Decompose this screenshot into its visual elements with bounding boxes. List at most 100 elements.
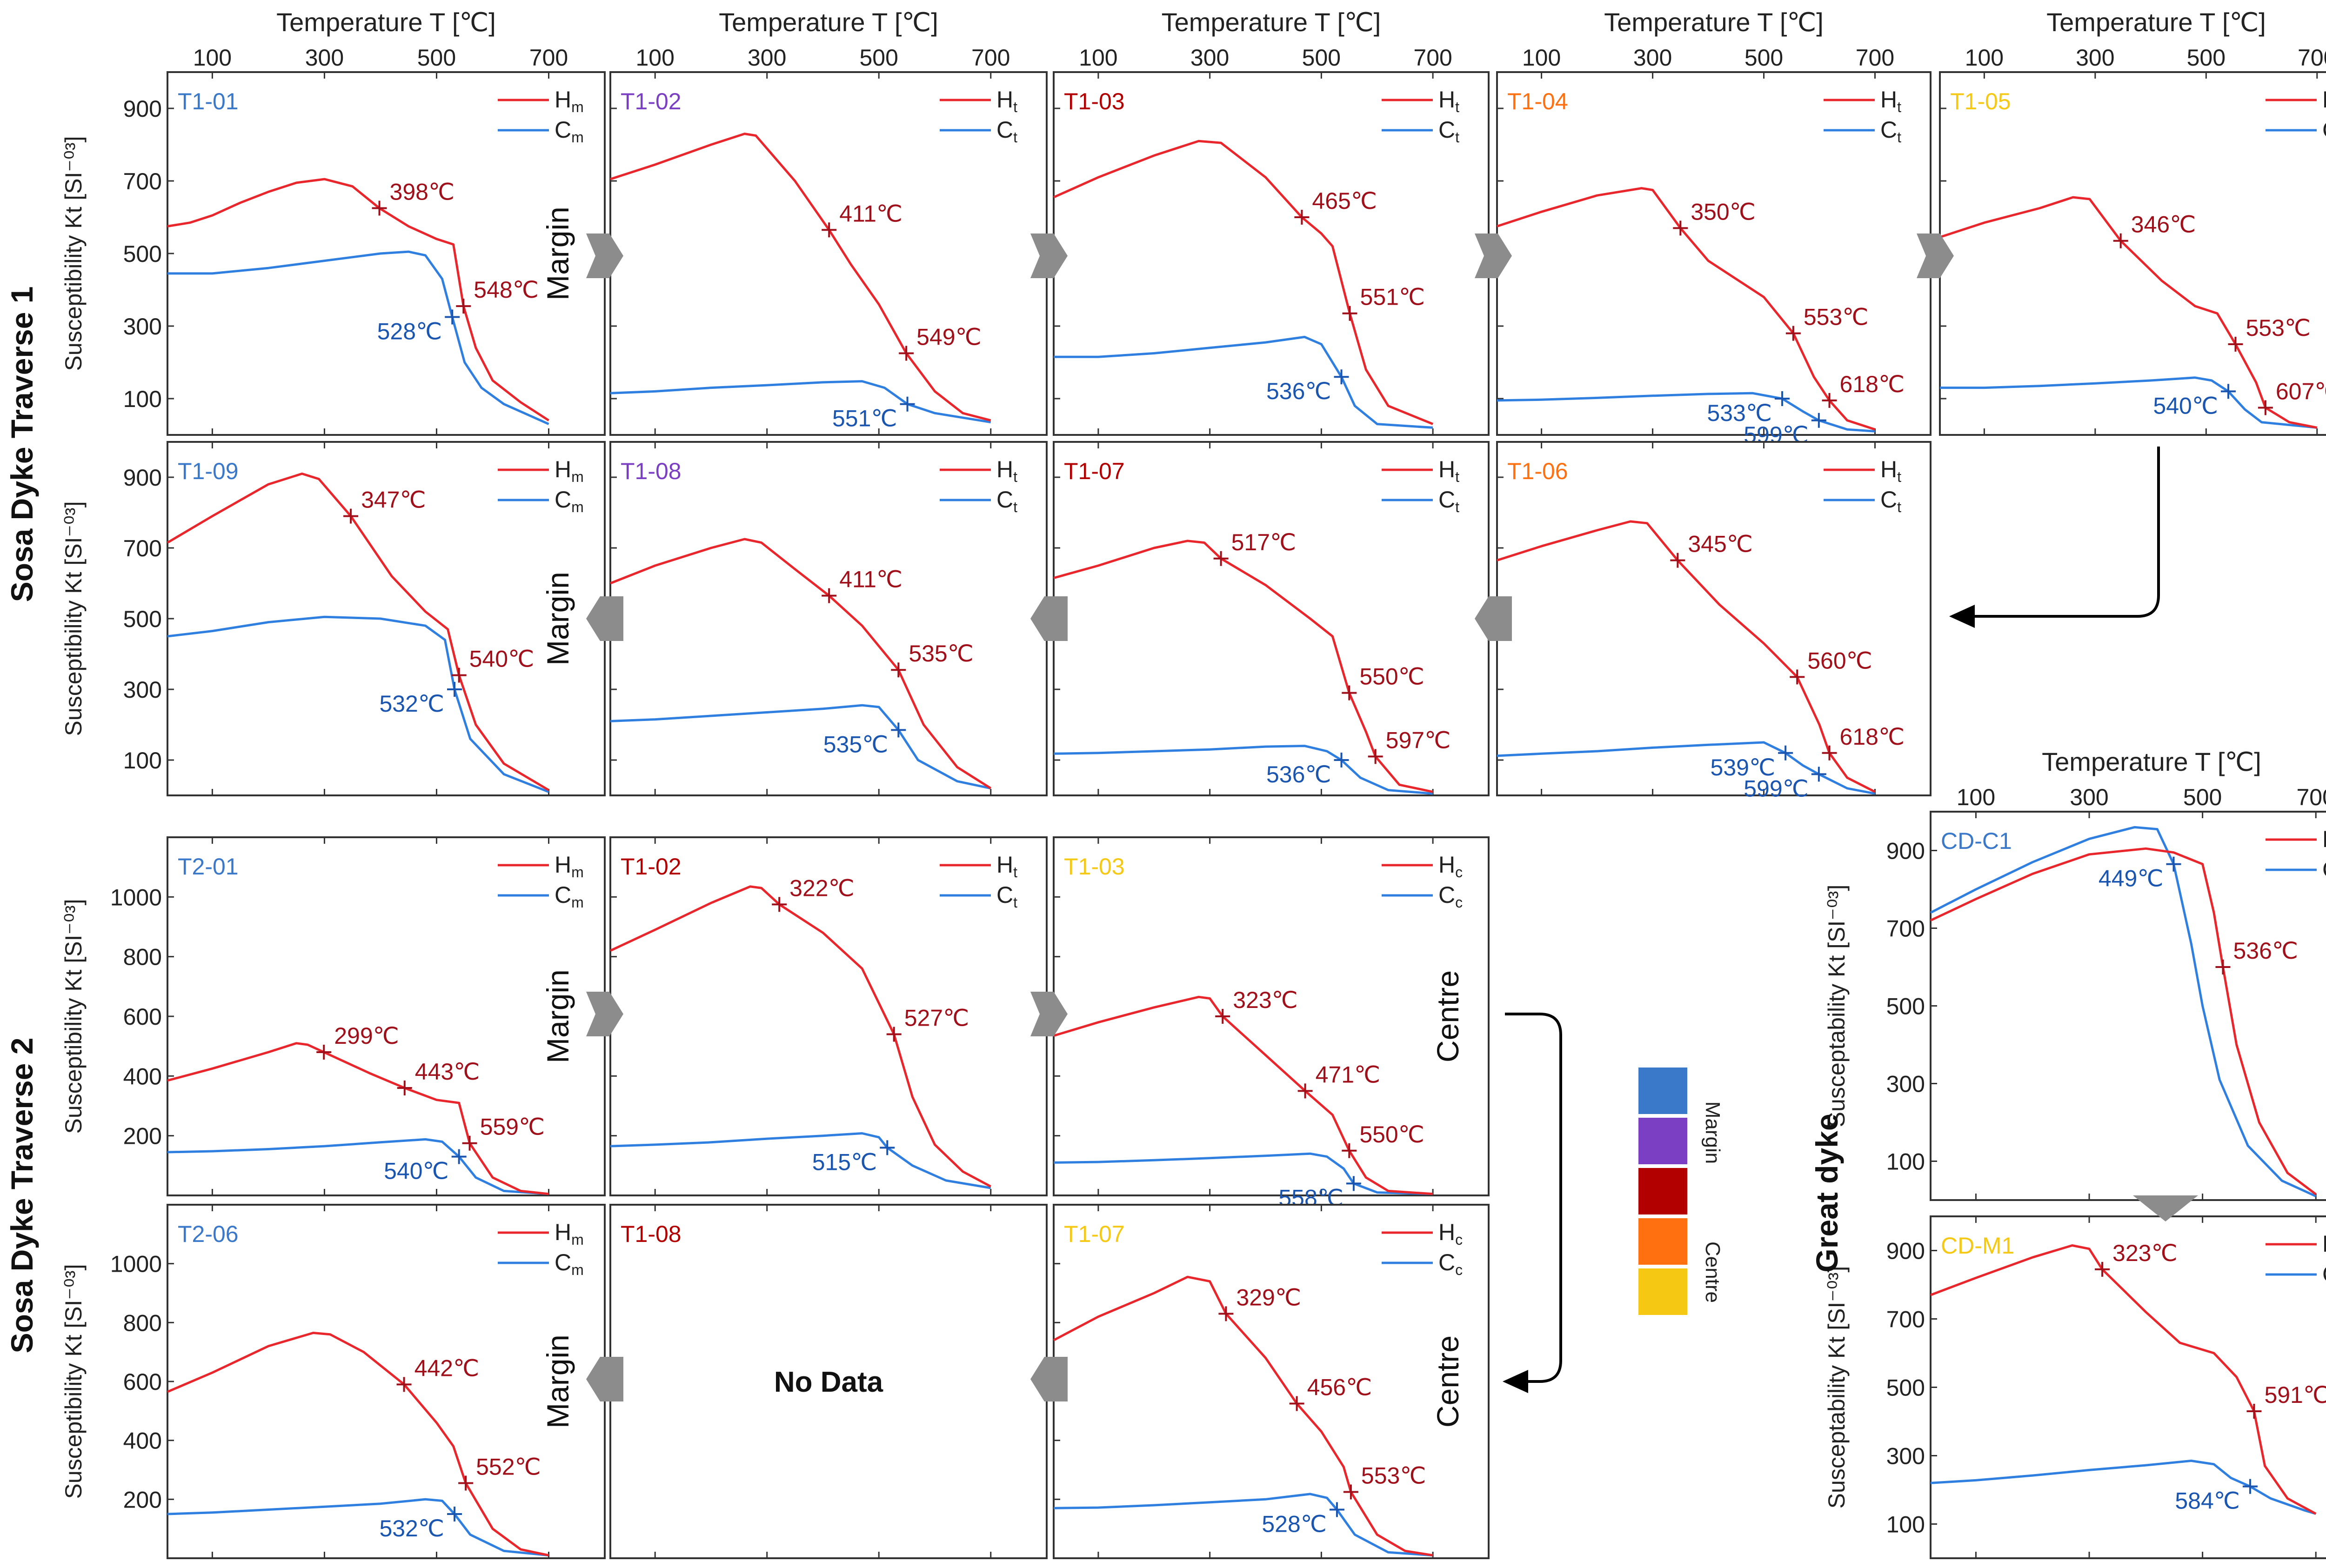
transition-label: 515℃ bbox=[812, 1149, 877, 1175]
legend-subscript: t bbox=[1455, 499, 1459, 515]
y-tick-label: 400 bbox=[123, 1063, 162, 1089]
flow-arrow-right-icon bbox=[1917, 234, 1954, 278]
transition-marker bbox=[1289, 1396, 1304, 1411]
transition-label: 532℃ bbox=[379, 691, 444, 717]
heating-curve bbox=[1053, 540, 1433, 793]
legend-subscript: c bbox=[1455, 1231, 1463, 1248]
transition-label: 528℃ bbox=[1262, 1511, 1327, 1537]
transition-label: 465℃ bbox=[1312, 188, 1377, 214]
transition-label: 329℃ bbox=[1236, 1284, 1301, 1310]
heating-curve bbox=[1053, 1275, 1433, 1557]
transition-marker bbox=[2221, 384, 2236, 399]
row-label-great-dyke: Great dyke bbox=[1810, 1114, 1844, 1272]
transition-marker bbox=[316, 1045, 332, 1060]
y-tick-label: 900 bbox=[123, 96, 162, 122]
transition-marker bbox=[772, 897, 787, 912]
legend-heating-label: Hm bbox=[2322, 826, 2326, 855]
heating-curve bbox=[1939, 196, 2318, 429]
transition-marker bbox=[2242, 1479, 2258, 1494]
x-tick-label: 100 bbox=[1957, 784, 1995, 810]
y-tick-label: 700 bbox=[1886, 1307, 1925, 1333]
cooling-curve bbox=[1054, 335, 1433, 429]
y-axis-title: Susceptibility Kt [SI⁻⁰³] bbox=[60, 501, 87, 736]
panel-t1-09: 100 300 500 700 900 Susceptibility Kt [SI⁻⁰³]… bbox=[60, 441, 606, 796]
legend-swatch bbox=[1638, 1068, 1687, 1114]
arrowhead-left-icon bbox=[1503, 1370, 1528, 1393]
y-tick-label: 100 bbox=[1886, 1149, 1925, 1175]
legend-subscript: m bbox=[571, 468, 584, 485]
x-tick-label: 700 bbox=[1413, 45, 1452, 71]
legend-swatch bbox=[1638, 1168, 1687, 1214]
cooling-curve bbox=[610, 1132, 991, 1189]
panel-id: T1-03 bbox=[1064, 88, 1125, 114]
transition-marker bbox=[2113, 233, 2128, 248]
x-tick-label: 500 bbox=[1744, 45, 1783, 71]
transition-marker bbox=[445, 309, 460, 325]
legend-subscript: t bbox=[1013, 129, 1017, 146]
side-label-margin: Margin bbox=[2324, 958, 2326, 1052]
y-tick-label: 300 bbox=[123, 677, 162, 703]
transition-label: 536℃ bbox=[1266, 378, 1331, 404]
panel-id: T1-08 bbox=[621, 458, 682, 484]
transition-marker bbox=[1368, 749, 1383, 764]
transition-label: 449℃ bbox=[2099, 866, 2164, 892]
legend-swatch bbox=[1638, 1118, 1687, 1164]
transition-marker bbox=[372, 200, 387, 216]
row-label-traverse-1: Sosa Dyke Traverse 1 bbox=[5, 287, 39, 602]
y-tick-label: 500 bbox=[1886, 994, 1925, 1020]
y-axis-title: Susceptibility Kt [SI⁻⁰³] bbox=[60, 136, 87, 371]
transition-label: 591℃ bbox=[2264, 1382, 2326, 1408]
panel-id: T2-06 bbox=[178, 1221, 239, 1247]
transition-label: 299℃ bbox=[334, 1023, 399, 1049]
panel-t1-08: T1-08 No Data bbox=[609, 1204, 1048, 1559]
x-tick-label: 700 bbox=[1856, 45, 1894, 71]
y-tick-label: 600 bbox=[123, 1004, 162, 1030]
legend-subscript: c bbox=[1455, 894, 1463, 911]
y-tick-label: 100 bbox=[1886, 1512, 1925, 1538]
transition-marker bbox=[1670, 553, 1685, 568]
transition-label: 536℃ bbox=[1266, 761, 1331, 787]
cooling-curve bbox=[167, 1138, 549, 1195]
flow-arrow-right-icon bbox=[1475, 234, 1512, 278]
transition-marker bbox=[451, 1149, 467, 1164]
x-tick-label: 300 bbox=[2070, 784, 2108, 810]
transition-label: 551℃ bbox=[832, 406, 897, 432]
transition-label: 560℃ bbox=[1807, 647, 1872, 674]
flow-bracket-arrow bbox=[1968, 447, 2160, 618]
y-tick-label: 700 bbox=[1886, 916, 1925, 942]
transition-marker bbox=[2258, 400, 2273, 415]
x-tick-label: 100 bbox=[1965, 45, 2004, 71]
transition-label: 322℃ bbox=[789, 875, 855, 901]
legend-subscript: m bbox=[571, 129, 584, 146]
y-tick-label: 200 bbox=[123, 1123, 162, 1149]
legend-subscript: t bbox=[1013, 499, 1017, 515]
transition-marker bbox=[343, 508, 359, 524]
transition-marker bbox=[900, 396, 915, 412]
legend-cooling-label: Cc bbox=[1438, 1249, 1463, 1278]
flow-arrow-left-icon bbox=[586, 596, 623, 641]
legend-subscript: t bbox=[1013, 468, 1017, 485]
transition-label: 597℃ bbox=[1386, 727, 1451, 753]
legend-heating-label: Hc bbox=[2322, 1231, 2326, 1260]
x-tick-label: 500 bbox=[1302, 45, 1341, 71]
y-tick-label: 700 bbox=[123, 168, 162, 194]
panel-id: CD-C1 bbox=[1941, 828, 2012, 854]
transition-label: 535℃ bbox=[909, 641, 974, 667]
y-tick-label: 300 bbox=[1886, 1443, 1925, 1469]
transition-marker bbox=[1778, 745, 1793, 761]
no-data-label: No Data bbox=[774, 1366, 883, 1398]
transition-marker bbox=[1774, 391, 1790, 406]
panel-id: T1-07 bbox=[1064, 458, 1125, 484]
y-tick-label: 300 bbox=[123, 314, 162, 340]
transition-marker bbox=[1297, 1083, 1313, 1099]
transition-label: 346℃ bbox=[2131, 212, 2196, 238]
legend-subscript: m bbox=[571, 894, 584, 911]
transition-label: 517℃ bbox=[1231, 529, 1297, 555]
side-label-margin: Margin bbox=[541, 572, 575, 666]
cooling-curve bbox=[167, 615, 549, 793]
flow-arrow-left-icon bbox=[1030, 596, 1068, 641]
